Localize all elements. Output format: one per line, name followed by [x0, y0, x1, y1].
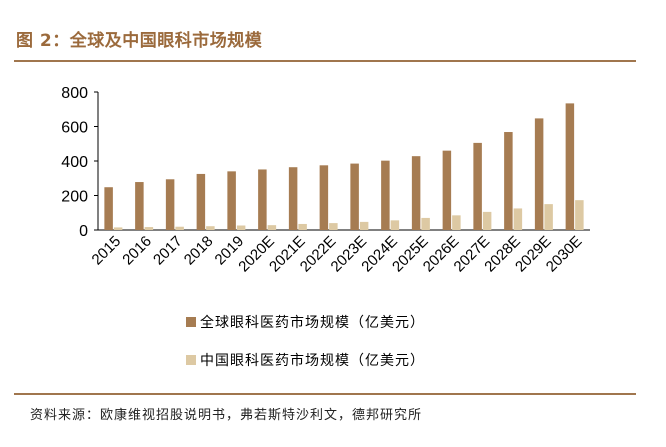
global-market-bar [534, 118, 544, 230]
bars [104, 103, 584, 230]
china-market-bar [175, 226, 184, 230]
global-market-bar [104, 187, 113, 230]
global-market-bar [350, 163, 359, 230]
global-market-bar [135, 182, 144, 230]
global-market-bar [165, 179, 175, 230]
legend-swatch-global [186, 317, 196, 327]
x-tick-label: 2017 [150, 233, 186, 269]
y-tick-label: 400 [61, 154, 88, 171]
figure-title: 图 2：全球及中国眼科市场规模 [16, 31, 263, 51]
y-tick-label: 0 [79, 223, 88, 240]
global-market-bar [381, 160, 390, 230]
legend-swatch-china [186, 355, 196, 365]
y-tick-label: 200 [61, 189, 88, 206]
global-market-bar [196, 173, 206, 230]
x-tick-label: 2018 [181, 233, 217, 269]
china-market-bar [144, 227, 154, 230]
x-tick-label: 2016 [119, 233, 155, 269]
x-axis: 201520162017201820192020E2021E2022E2023E… [89, 229, 590, 276]
y-tick-label: 800 [61, 85, 88, 102]
x-tick-label: 2015 [89, 233, 125, 269]
top-rule [14, 60, 636, 62]
china-market-bar [359, 221, 369, 230]
global-market-bar [227, 171, 236, 230]
global-market-bar [288, 167, 298, 230]
y-tick-label: 600 [61, 120, 88, 137]
global-market-bar [258, 169, 267, 230]
china-market-bar [298, 223, 307, 230]
china-market-bar [544, 204, 553, 230]
china-market-bar [452, 215, 461, 230]
global-market-bar [565, 103, 575, 230]
china-market-bar [329, 223, 338, 230]
x-tick-label: 2030E [543, 233, 586, 276]
global-market-bar [442, 150, 452, 230]
global-market-bar [319, 165, 329, 230]
y-axis: 0 200 400 600 800 [61, 85, 99, 240]
china-market-bar [513, 208, 523, 230]
source-note: 资料来源：欧康维视招股说明书，弗若斯特沙利文，德邦研究所 [30, 408, 423, 423]
legend: 全球眼科医药市场规模（亿美元） 中国眼科医药市场规模（亿美元） [186, 314, 425, 369]
china-market-bar [421, 217, 430, 230]
legend-label-global: 全球眼科医药市场规模（亿美元） [200, 314, 425, 331]
global-market-bar [411, 156, 421, 230]
china-market-bar [236, 225, 246, 230]
china-market-bar [390, 220, 400, 230]
legend-label-china: 中国眼科医药市场规模（亿美元） [200, 352, 425, 369]
global-market-bar [504, 132, 513, 230]
global-market-bar [473, 142, 482, 230]
china-market-bar [113, 227, 123, 230]
bottom-rule [14, 393, 636, 395]
china-market-bar [575, 200, 584, 230]
china-market-bar [206, 226, 215, 230]
china-market-bar [482, 211, 492, 230]
china-market-bar [267, 225, 277, 230]
